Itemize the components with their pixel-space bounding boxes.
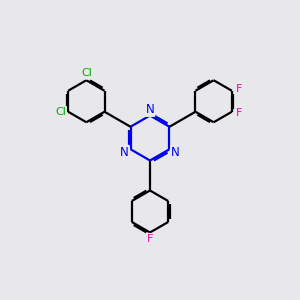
Text: F: F [236,108,242,118]
Text: Cl: Cl [55,107,66,117]
Text: Cl: Cl [81,68,92,79]
Text: F: F [147,234,153,244]
Text: F: F [236,84,242,94]
Text: N: N [171,146,180,159]
Text: N: N [146,103,154,116]
Text: N: N [120,146,129,159]
